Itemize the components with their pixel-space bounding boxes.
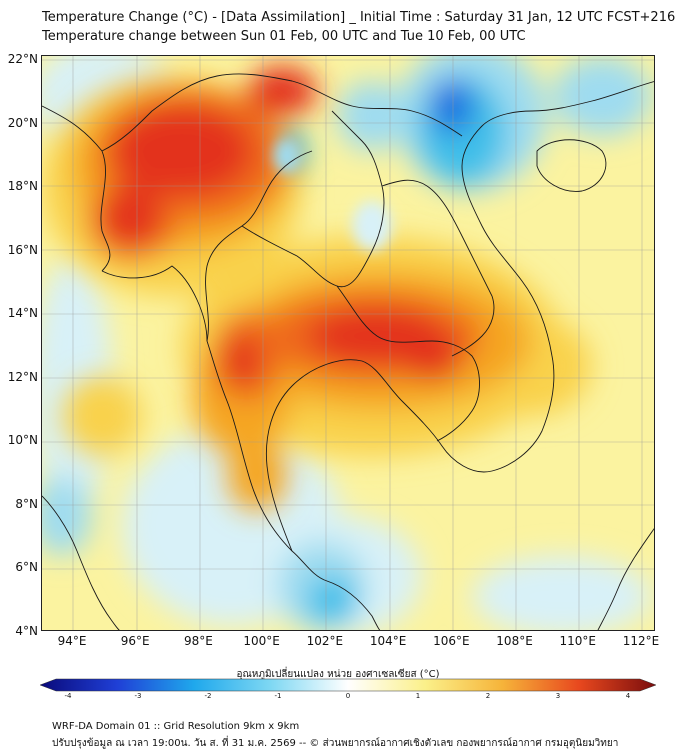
colorbar-title: อุณหภูมิเปลี่ยนแปลง หน่วย องศาเซลเซียส (… bbox=[236, 669, 440, 680]
colorbar-tick-label: 1 bbox=[415, 692, 421, 700]
model-info: WRF-DA Domain 01 :: Grid Resolution 9km … bbox=[52, 721, 300, 732]
lat-tick-label: 6°N bbox=[15, 560, 38, 575]
colorbar-tick-label: -3 bbox=[134, 692, 142, 700]
lat-tick-label: 20°N bbox=[7, 115, 38, 130]
map-canvas bbox=[42, 56, 654, 630]
lon-tick-label: 98°E bbox=[184, 634, 213, 648]
lon-tick-label: 110°E bbox=[559, 634, 597, 648]
cool-spot-layer bbox=[273, 138, 392, 251]
colorbar-gradient bbox=[40, 678, 656, 692]
coastline-gulf bbox=[265, 81, 654, 552]
lon-tick-label: 112°E bbox=[622, 634, 660, 648]
warm-anomaly-layer bbox=[42, 66, 592, 511]
sumatra-coast bbox=[42, 495, 120, 630]
lon-tick-label: 96°E bbox=[120, 634, 150, 648]
border-thailand-laos bbox=[241, 110, 385, 288]
colorbar-tick-label: 0 bbox=[345, 692, 351, 700]
colorbar-tick-label: 2 bbox=[485, 692, 491, 700]
lat-tick-label: 12°N bbox=[7, 369, 38, 384]
borneo-coast bbox=[597, 528, 654, 630]
lat-tick-label: 8°N bbox=[15, 496, 38, 511]
lon-tick-label: 94°E bbox=[57, 634, 87, 648]
border-myanmar-thailand bbox=[205, 150, 313, 342]
lat-tick-label: 16°N bbox=[7, 242, 38, 257]
lon-tick-label: 102°E bbox=[306, 634, 344, 648]
chart-title: Temperature Change (°C) - [Data Assimila… bbox=[42, 10, 676, 25]
coastlines-and-borders bbox=[42, 73, 654, 630]
hainan-island bbox=[536, 139, 607, 192]
colorbar-tick-label: 3 bbox=[555, 692, 561, 700]
lat-tick-label: 14°N bbox=[7, 306, 38, 321]
lat-tick-label: 22°N bbox=[7, 52, 38, 66]
temperature-change-map bbox=[41, 55, 655, 631]
border-laos-vietnam bbox=[381, 179, 495, 357]
border-cambodia bbox=[336, 285, 480, 442]
lat-tick-label: 4°N bbox=[15, 624, 38, 638]
colorbar bbox=[40, 678, 656, 692]
colorbar-tick-label: 4 bbox=[625, 692, 631, 700]
lat-tick-label: 18°N bbox=[7, 179, 38, 194]
lon-tick-label: 104°E bbox=[369, 634, 407, 648]
lon-tick-label: 106°E bbox=[433, 634, 470, 648]
colorbar-tick-label: -4 bbox=[64, 692, 72, 700]
colorbar-tick-label: -1 bbox=[274, 692, 282, 700]
colorbar-tick-label: -2 bbox=[204, 692, 212, 700]
cool-anomaly-layer bbox=[42, 56, 652, 630]
border-china bbox=[101, 73, 463, 152]
lon-tick-label: 108°E bbox=[496, 634, 533, 648]
coastline-main bbox=[42, 105, 381, 630]
lon-tick-label: 100°E bbox=[243, 634, 280, 648]
update-credit: ปรับปรุงข้อมูล ณ เวลา 19:00น. วัน ส. ที่… bbox=[52, 738, 619, 749]
lat-tick-label: 10°N bbox=[7, 433, 38, 448]
chart-subtitle: Temperature change between Sun 01 Feb, 0… bbox=[42, 29, 526, 44]
